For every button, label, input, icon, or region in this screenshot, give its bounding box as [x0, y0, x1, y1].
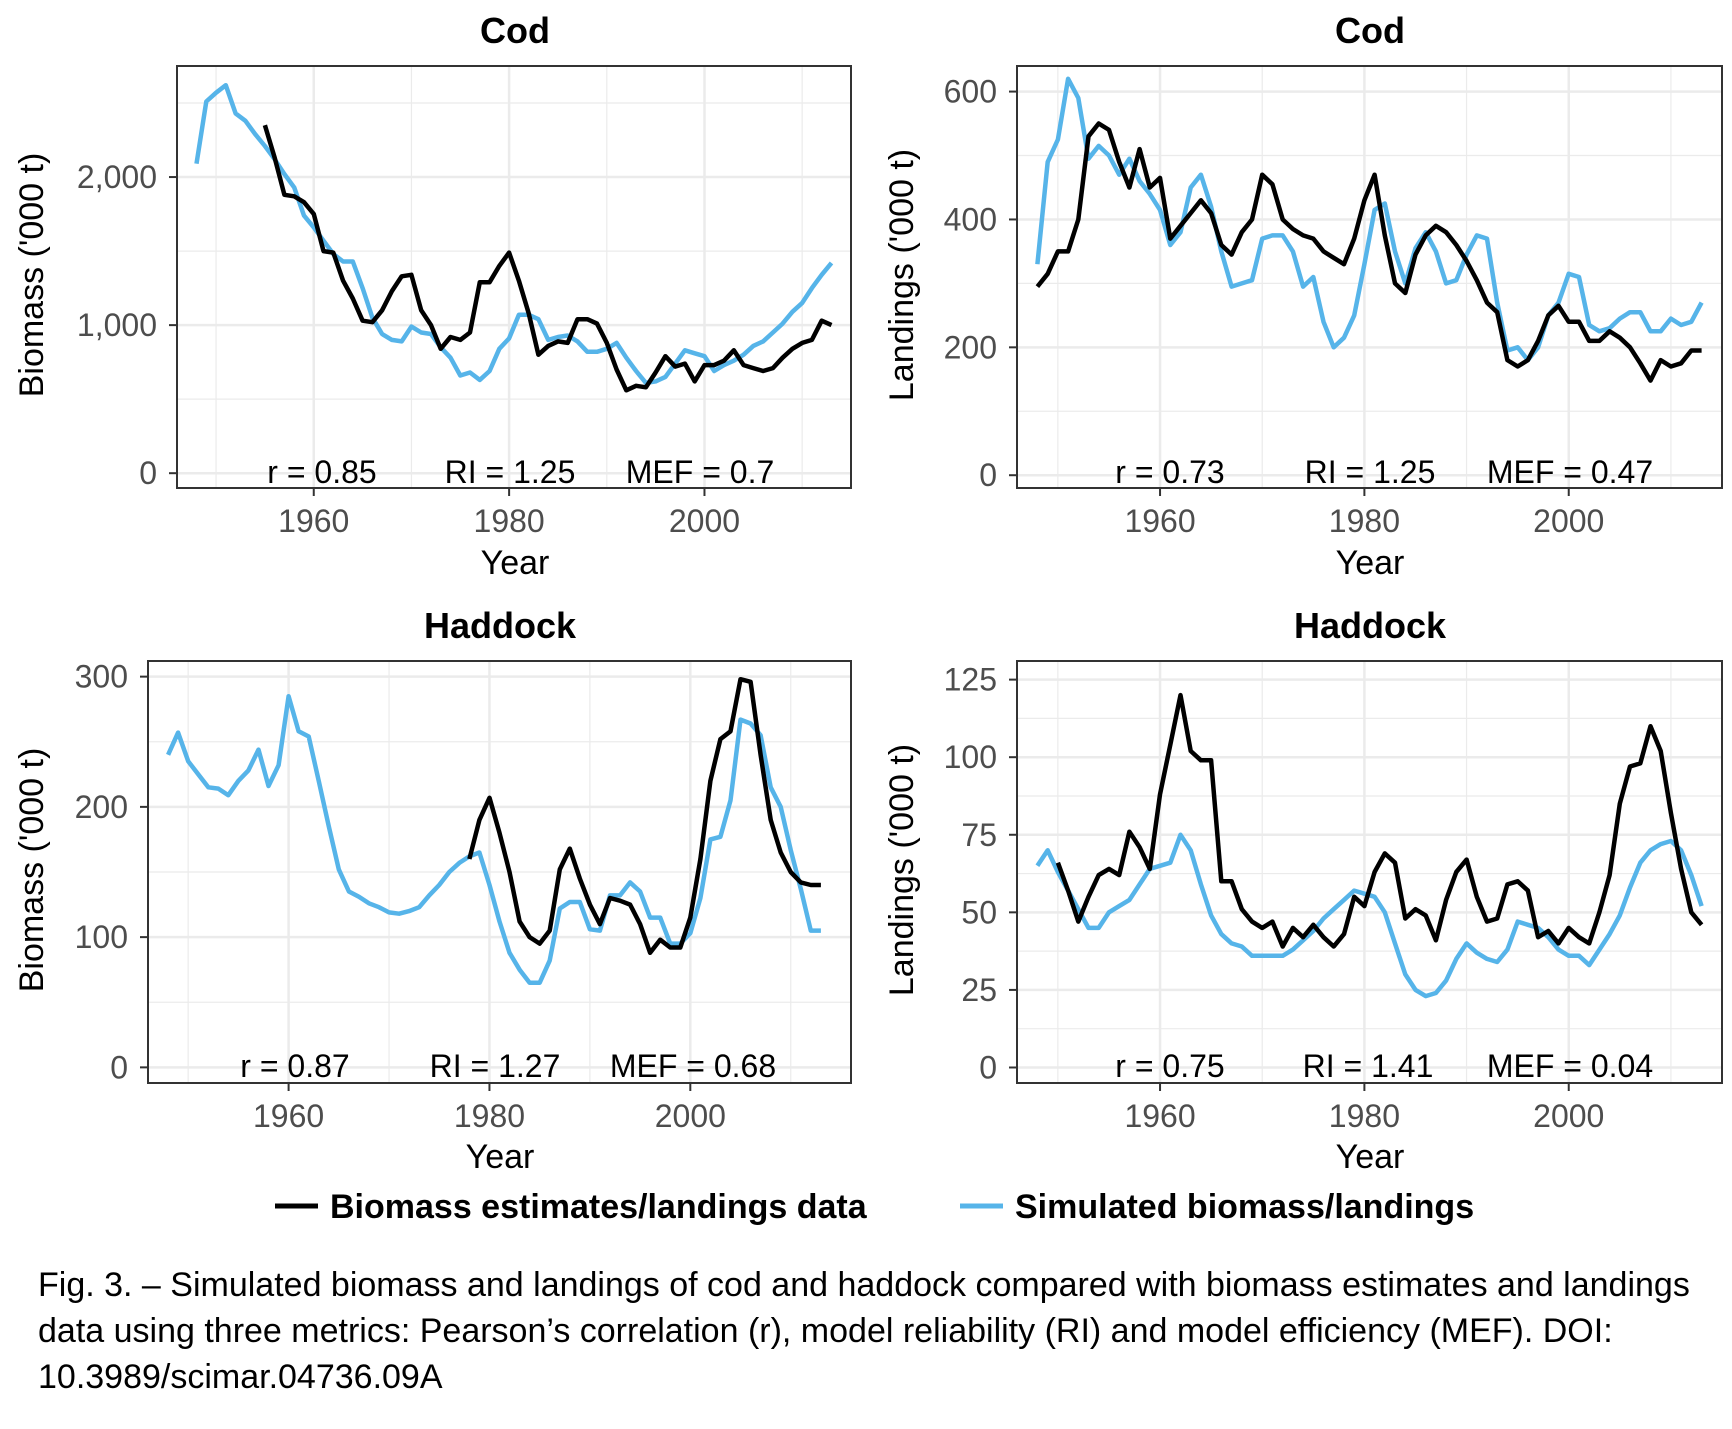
metric-r: r = 0.85 — [267, 454, 376, 490]
data-lines — [166, 676, 821, 985]
metric-r: r = 0.75 — [1115, 1048, 1224, 1084]
metric-r: r = 0.73 — [1115, 454, 1224, 490]
metric-mef: MEF = 0.68 — [610, 1048, 776, 1084]
y-tick-label: 600 — [944, 74, 997, 110]
metric-ri: RI = 1.27 — [430, 1048, 561, 1084]
y-axis-title: Landings ('000 t) — [883, 149, 921, 401]
y-tick-label: 100 — [944, 739, 997, 775]
metric-mef: MEF = 0.04 — [1487, 1048, 1653, 1084]
x-tick-label: 1960 — [1124, 1098, 1195, 1134]
y-tick-label: 50 — [961, 894, 997, 930]
y-tick-label: 25 — [961, 972, 997, 1008]
x-tick-label: 2000 — [1533, 503, 1604, 539]
x-axis-title: Year — [1336, 1138, 1405, 1176]
x-tick-label: 1980 — [454, 1098, 525, 1134]
x-axis-title: Year — [481, 544, 550, 582]
y-tick-labels: 0 25 50 75 100 125 — [944, 662, 1017, 1085]
panel-cod-biomass: Cod 1960 1980 2000 0 1,000 2,000 Year Biomas… — [13, 10, 852, 582]
panel-haddock-biomass: Haddock 1960 1980 2000 0 100 200 300 Year Bio… — [13, 605, 852, 1176]
y-tick-label: 300 — [75, 659, 128, 695]
panel-title: Haddock — [424, 605, 577, 646]
y-axis-title: Biomass ('000 t) — [13, 153, 51, 398]
x-tick-labels: 1960 1980 2000 — [1124, 488, 1604, 539]
grid-lines — [1017, 66, 1722, 488]
x-tick-label: 1960 — [278, 503, 349, 539]
y-tick-label: 100 — [75, 919, 128, 955]
y-tick-label: 75 — [961, 817, 997, 853]
x-tick-label: 2000 — [655, 1098, 726, 1134]
observed-series-line — [1055, 692, 1704, 949]
x-tick-label: 2000 — [669, 503, 740, 539]
metric-r: r = 0.87 — [240, 1048, 349, 1084]
panel-title: Haddock — [1294, 605, 1447, 646]
plot-frame — [1016, 660, 1723, 1084]
legend-label-observed: Biomass estimates/landings data — [330, 1188, 868, 1226]
y-tick-label: 0 — [110, 1049, 128, 1085]
grid-lines — [1017, 661, 1722, 1083]
figure-caption: Fig. 3. – Simulated biomass and landings… — [38, 1266, 1690, 1396]
plot-frame — [1016, 65, 1723, 489]
y-tick-label: 0 — [139, 455, 157, 491]
x-tick-label: 1980 — [1329, 503, 1400, 539]
panel-title: Cod — [480, 10, 550, 51]
y-tick-labels: 0 1,000 2,000 — [77, 159, 177, 491]
data-lines — [194, 82, 834, 393]
observed-series-line — [262, 124, 833, 393]
y-tick-labels: 0 100 200 300 — [75, 659, 148, 1085]
y-tick-label: 200 — [944, 329, 997, 365]
x-tick-label: 1980 — [1329, 1098, 1400, 1134]
observed-series-line — [1035, 121, 1702, 383]
data-lines — [1035, 76, 1704, 383]
observed-series-line — [467, 676, 821, 956]
y-axis-title: Biomass ('000 t) — [13, 748, 51, 993]
metric-mef: MEF = 0.7 — [626, 454, 775, 490]
simulated-series-line — [1035, 832, 1704, 999]
x-tick-labels: 1960 1980 2000 — [1124, 1083, 1604, 1134]
y-tick-label: 1,000 — [77, 307, 157, 343]
x-tick-label: 1960 — [1124, 503, 1195, 539]
x-tick-label: 2000 — [1533, 1098, 1604, 1134]
data-lines — [1035, 692, 1704, 999]
x-tick-labels: 1960 1980 2000 — [253, 1083, 726, 1134]
metric-ri: RI = 1.25 — [1305, 454, 1436, 490]
metric-ri: RI = 1.25 — [445, 454, 576, 490]
y-tick-label: 200 — [75, 789, 128, 825]
simulated-series-line — [166, 693, 821, 985]
x-axis-title: Year — [466, 1138, 535, 1176]
legend: Biomass estimates/landings data Simulate… — [275, 1188, 1474, 1226]
x-axis-title: Year — [1336, 544, 1405, 582]
simulated-series-line — [1035, 76, 1704, 363]
grid-lines — [148, 661, 851, 1083]
x-tick-labels: 1960 1980 2000 — [278, 488, 740, 539]
plot-frame — [147, 660, 852, 1084]
x-tick-label: 1960 — [253, 1098, 324, 1134]
metric-ri: RI = 1.41 — [1303, 1048, 1434, 1084]
simulated-series-line — [194, 82, 834, 386]
legend-label-simulated: Simulated biomass/landings — [1015, 1188, 1474, 1226]
y-tick-labels: 0 200 400 600 — [944, 74, 1017, 493]
panel-title: Cod — [1335, 10, 1405, 51]
grid-lines — [177, 66, 851, 488]
y-tick-label: 0 — [979, 457, 997, 493]
y-tick-label: 400 — [944, 201, 997, 237]
y-tick-label: 2,000 — [77, 159, 157, 195]
metric-mef: MEF = 0.47 — [1487, 454, 1653, 490]
y-axis-title: Landings ('000 t) — [883, 744, 921, 996]
panel-cod-landings: Cod 1960 1980 2000 0 200 400 600 Year Landing… — [883, 10, 1723, 582]
y-tick-label: 0 — [979, 1049, 997, 1085]
x-tick-label: 1980 — [474, 503, 545, 539]
plot-frame — [176, 65, 852, 489]
y-tick-label: 125 — [944, 662, 997, 698]
